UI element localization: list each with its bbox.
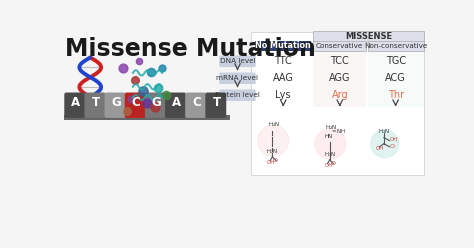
- Point: [151, 105, 158, 109]
- Text: Conservative: Conservative: [316, 43, 364, 49]
- Text: $\mathregular{H_2N}$: $\mathregular{H_2N}$: [268, 120, 280, 129]
- FancyBboxPatch shape: [105, 93, 126, 118]
- Text: Thr: Thr: [388, 90, 404, 100]
- Text: $\mathregular{H_2N}$: $\mathregular{H_2N}$: [378, 127, 390, 136]
- Circle shape: [258, 125, 289, 156]
- Text: C: C: [132, 96, 140, 109]
- FancyBboxPatch shape: [219, 72, 255, 84]
- Point: [147, 70, 155, 74]
- Point: [143, 101, 151, 105]
- Text: $\mathregular{=NH}$: $\mathregular{=NH}$: [330, 127, 346, 135]
- Text: AAG: AAG: [273, 73, 294, 83]
- Text: T: T: [91, 96, 100, 109]
- FancyBboxPatch shape: [145, 93, 166, 118]
- Point: [139, 89, 147, 93]
- Text: OH: OH: [390, 137, 398, 142]
- Text: No Mutation: No Mutation: [255, 41, 311, 50]
- Text: C: C: [192, 96, 201, 109]
- Text: G: G: [151, 96, 161, 109]
- Text: Lys: Lys: [275, 90, 291, 100]
- FancyBboxPatch shape: [165, 93, 186, 118]
- Text: O: O: [273, 158, 278, 163]
- Point: [124, 109, 131, 113]
- Point: [158, 66, 166, 70]
- Point: [119, 66, 127, 70]
- FancyBboxPatch shape: [64, 93, 85, 118]
- Bar: [255, 40, 311, 51]
- Text: $\mathregular{H_2N}$: $\mathregular{H_2N}$: [266, 147, 279, 156]
- Point: [128, 97, 135, 101]
- Text: TTC: TTC: [274, 56, 292, 66]
- Text: Arg: Arg: [331, 90, 348, 100]
- Text: OH: OH: [376, 146, 384, 151]
- Point: [131, 78, 139, 82]
- Text: Protein level: Protein level: [215, 92, 260, 98]
- FancyBboxPatch shape: [219, 56, 255, 67]
- Text: OH: OH: [324, 163, 333, 168]
- Text: T: T: [212, 96, 220, 109]
- FancyBboxPatch shape: [185, 93, 206, 118]
- Text: OH: OH: [267, 160, 275, 165]
- FancyBboxPatch shape: [84, 93, 105, 118]
- Text: $\mathregular{H_2N}$: $\mathregular{H_2N}$: [324, 150, 336, 159]
- Circle shape: [315, 128, 346, 159]
- Text: DNA level: DNA level: [219, 58, 255, 64]
- Text: MISSENSE: MISSENSE: [345, 32, 392, 41]
- Bar: [313, 51, 366, 107]
- Text: HN: HN: [324, 134, 333, 139]
- Bar: [368, 40, 423, 51]
- Text: O: O: [330, 161, 335, 166]
- Bar: [313, 31, 423, 42]
- Circle shape: [371, 130, 399, 157]
- Bar: [368, 51, 423, 107]
- Bar: [251, 32, 423, 175]
- Text: Non-conservative: Non-conservative: [364, 43, 427, 49]
- FancyBboxPatch shape: [219, 90, 255, 101]
- Point: [135, 59, 143, 62]
- Text: $\mathregular{H_2N}$: $\mathregular{H_2N}$: [325, 123, 337, 132]
- Text: TGC: TGC: [385, 56, 406, 66]
- Text: G: G: [111, 96, 121, 109]
- Point: [163, 93, 170, 97]
- FancyBboxPatch shape: [125, 93, 146, 118]
- Text: O: O: [390, 144, 394, 149]
- Text: TCC: TCC: [330, 56, 349, 66]
- Text: ACG: ACG: [385, 73, 406, 83]
- Text: A: A: [172, 96, 181, 109]
- Bar: [64, 115, 230, 120]
- Text: Missense Mutation: Missense Mutation: [65, 37, 316, 62]
- FancyBboxPatch shape: [205, 93, 226, 118]
- Bar: [313, 40, 366, 51]
- Text: mRNA level: mRNA level: [217, 75, 258, 81]
- Text: AGG: AGG: [329, 73, 351, 83]
- Point: [155, 86, 162, 90]
- Text: A: A: [71, 96, 80, 109]
